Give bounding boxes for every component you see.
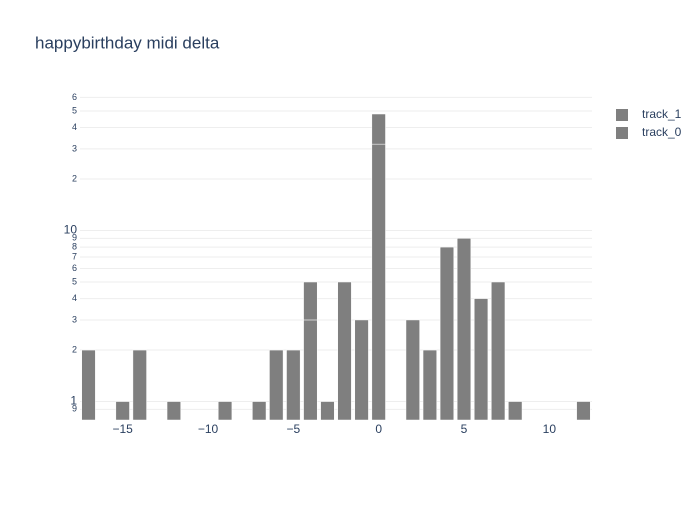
bar [81,349,96,421]
bar [132,349,147,421]
y-tick-label: 3 [72,143,77,153]
y-tick-label: 4 [72,293,77,303]
legend-swatch [616,127,628,139]
bar [473,298,489,421]
bar [354,319,369,421]
bar [422,349,437,421]
bar [508,401,523,421]
y-tick-label: 9 [72,233,77,243]
legend-swatch [616,109,628,121]
bar [115,401,130,421]
y-tick-label: 4 [72,122,77,132]
bar [320,401,335,421]
bar [405,319,420,421]
bar [166,401,181,421]
legend-label: track_0 [642,125,682,139]
y-tick-label: 5 [72,276,77,286]
y-tick-label: 2 [72,344,77,354]
y-tick-label: 6 [72,92,77,102]
x-tick-label: 0 [375,422,382,436]
y-tick-label: 6 [72,263,77,273]
y-tick-label: 8 [72,241,77,251]
bar [286,349,301,421]
bar [371,113,386,145]
bar [269,349,284,421]
y-tick-label: 1 [70,394,77,408]
legend-label: track_1 [642,107,682,121]
bar [491,281,506,421]
bar [217,401,233,421]
x-tick-label: −5 [286,422,300,436]
y-tick-label: 5 [72,105,77,115]
y-tick-label: 2 [72,173,77,183]
bar [456,238,472,421]
bar [303,281,318,321]
y-tick-label: 3 [72,314,77,324]
bar [337,281,352,421]
x-tick-label: −10 [198,422,219,436]
x-tick-label: 10 [543,422,557,436]
y-tick-label: 10 [64,223,78,237]
y-tick-label: 9 [72,404,77,414]
bar [371,143,386,421]
y-tick-label: 7 [72,251,77,261]
bar [576,401,591,421]
chart-title: happybirthday midi delta [35,33,220,52]
x-tick-label: 5 [461,422,468,436]
x-tick-label: −15 [112,422,133,436]
bar [303,319,318,421]
bar [252,401,267,421]
bar [439,246,455,421]
